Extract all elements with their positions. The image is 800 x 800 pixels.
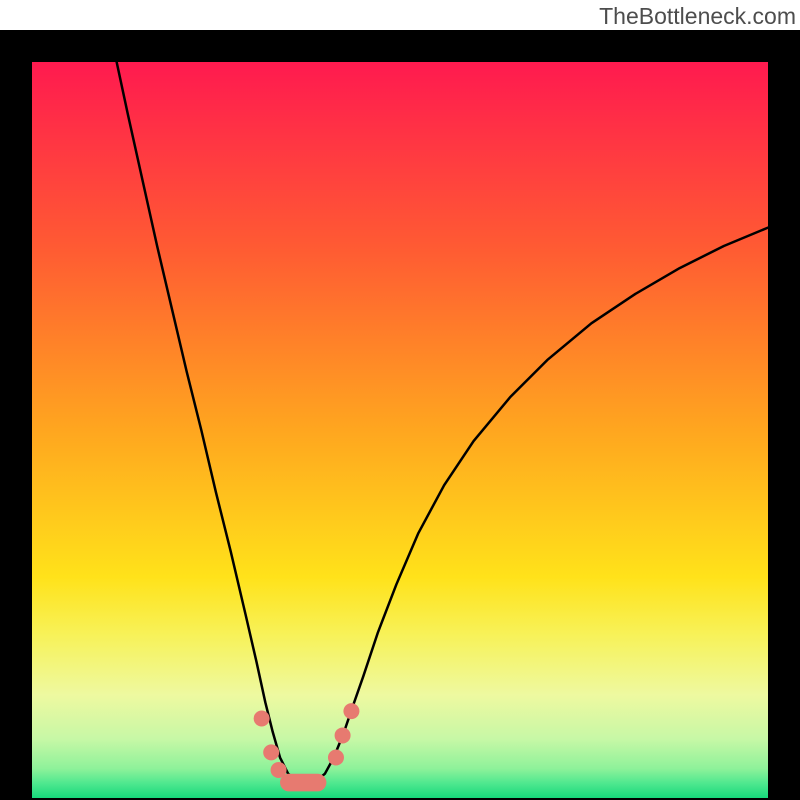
marker-cluster-bar xyxy=(280,774,326,792)
chart-stage: TheBottleneck.com xyxy=(0,0,800,800)
marker-point xyxy=(328,750,344,766)
curve-layer xyxy=(32,62,768,798)
bottleneck-curve xyxy=(117,62,768,783)
marker-point xyxy=(335,727,351,743)
marker-point xyxy=(343,703,359,719)
marker-point xyxy=(263,744,279,760)
chart-frame xyxy=(0,30,800,800)
marker-point xyxy=(254,711,270,727)
plot-area xyxy=(32,62,768,798)
marker-point xyxy=(271,762,287,778)
watermark-text: TheBottleneck.com xyxy=(599,3,796,30)
